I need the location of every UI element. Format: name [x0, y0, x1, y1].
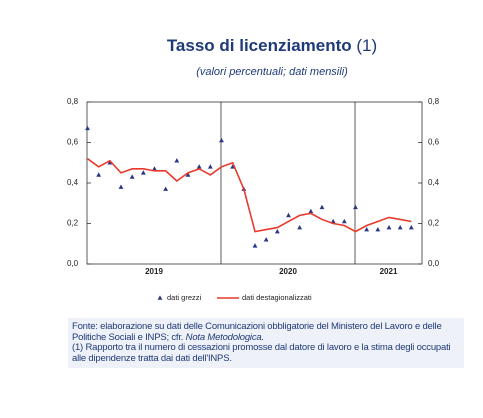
data-point: [386, 224, 392, 230]
data-point: [174, 158, 180, 163]
data-point: [308, 208, 314, 214]
source: Fonte: elaborazione su dati delle Comuni…: [72, 321, 442, 343]
data-point: [375, 226, 381, 232]
y2-tick-label: 0,0: [428, 259, 440, 268]
data-point: [163, 186, 169, 191]
y2-tick-label: 0,8: [428, 97, 440, 106]
x-tick-label: 2020: [279, 267, 297, 276]
legend-label: dati grezzi: [167, 293, 202, 302]
data-point: [408, 224, 414, 230]
chart-title: Tasso di licenziamento: [167, 36, 352, 55]
data-point: [129, 174, 135, 179]
data-point: [364, 226, 370, 232]
data-point: [219, 137, 224, 143]
legend-label: dati destagionalizzati: [242, 293, 312, 302]
y-tick-label: 0,4: [67, 178, 79, 187]
series-line: [87, 158, 412, 233]
title-note: (1): [356, 36, 377, 55]
x-tick-label: 2019: [145, 267, 163, 276]
data-point: [263, 237, 269, 242]
data-point: [341, 218, 347, 224]
data-point: [107, 160, 113, 165]
chart-title-group: Tasso di licenziamento (1): [167, 36, 377, 55]
source-link: Nota Metodologica.: [185, 331, 264, 343]
plot-frame: [86, 101, 423, 265]
data-point: [397, 224, 403, 230]
y2-tick-label: 0,2: [428, 219, 440, 228]
data-point: [185, 172, 191, 177]
chart: Tasso di licenziamento (1) (valori perce…: [67, 36, 440, 302]
y-tick-label: 0,8: [67, 97, 79, 106]
data-point: [152, 166, 157, 171]
legend-marker: [157, 295, 163, 300]
chart-subtitle: (valori percentuali; dati mensili): [196, 66, 348, 78]
data-point: [353, 204, 358, 210]
data-point: [118, 184, 124, 189]
footnote: Fonte: elaborazione su dati delle Comuni…: [68, 318, 464, 368]
y-tick-label: 0,0: [67, 259, 79, 268]
data-point: [85, 125, 90, 131]
data-point: [252, 243, 258, 248]
data-point: [207, 164, 213, 169]
data-point: [286, 212, 291, 218]
data-point: [319, 204, 325, 210]
y-tick-label: 0,2: [67, 219, 79, 228]
data-point: [330, 218, 336, 224]
x-tick-label: 2021: [380, 267, 398, 276]
y2-tick-label: 0,4: [428, 178, 440, 187]
data-point: [297, 224, 303, 230]
data-point: [196, 164, 202, 169]
data-point: [274, 229, 280, 234]
data-point: [96, 172, 102, 177]
y2-tick-label: 0,6: [428, 138, 440, 147]
data-point: [140, 170, 146, 175]
y-tick-label: 0,6: [67, 138, 79, 147]
note: (1) Rapporto tra il numero di cessazioni…: [72, 342, 451, 364]
